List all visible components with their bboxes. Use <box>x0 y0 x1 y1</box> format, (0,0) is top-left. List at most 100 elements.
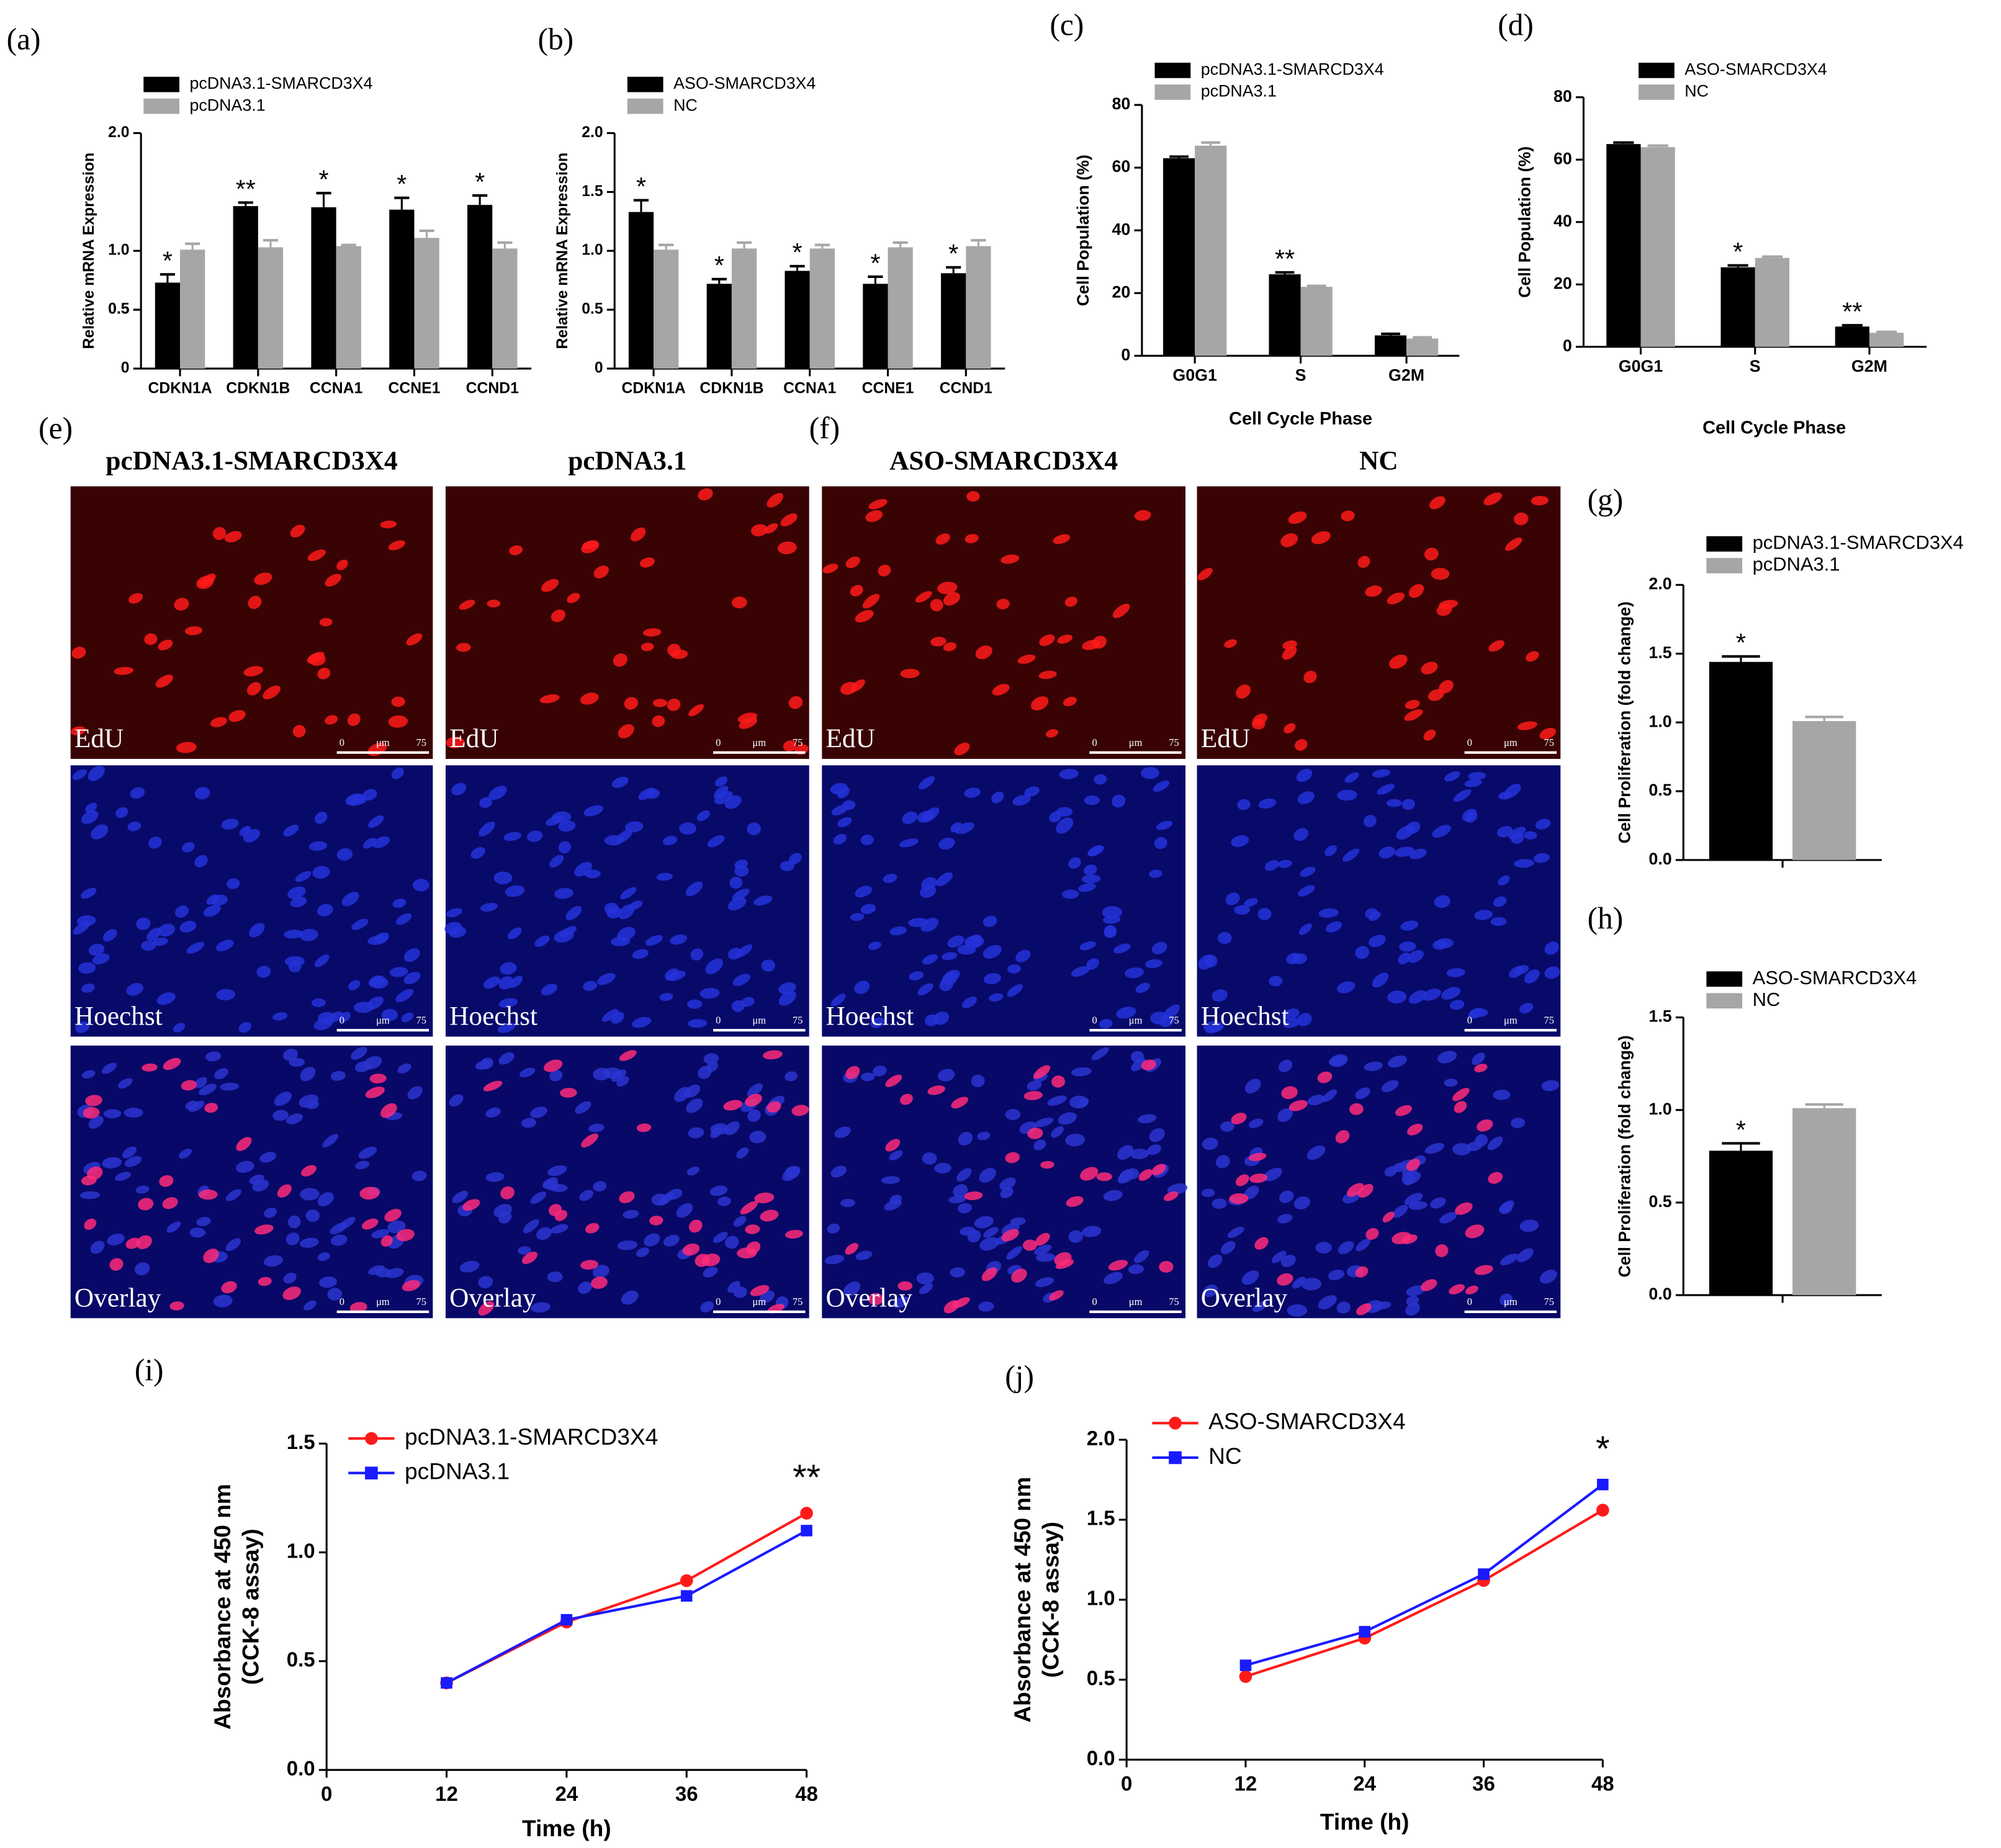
scale-text: 75 <box>1169 737 1179 748</box>
scale-text: μm <box>1129 1296 1143 1308</box>
nucleus <box>860 1072 875 1082</box>
nucleus <box>1535 819 1551 830</box>
nucleus <box>84 1218 97 1230</box>
nucleus <box>1356 1239 1371 1252</box>
legend-swatch <box>627 76 663 92</box>
nucleus <box>1406 1285 1425 1296</box>
nucleus <box>518 1246 531 1255</box>
nucleus <box>588 1123 605 1133</box>
nucleus <box>1392 1232 1412 1245</box>
nucleus <box>90 1240 105 1254</box>
nucleus <box>1058 1112 1077 1125</box>
nucleus <box>478 1301 495 1316</box>
nucleus <box>351 1047 367 1060</box>
nucleus <box>225 1189 241 1201</box>
nucleus <box>747 1083 763 1097</box>
nucleus <box>919 1283 933 1294</box>
nucleus <box>88 943 105 956</box>
x-tick-label: CCND1 <box>940 380 992 397</box>
nucleus <box>1023 1091 1043 1100</box>
significance: * <box>948 240 958 268</box>
nucleus <box>236 1160 254 1173</box>
significance: ** <box>1842 298 1862 326</box>
y-tick-label: 20 <box>1554 274 1572 292</box>
x-tick-label: 0 <box>1121 1772 1132 1795</box>
nucleus <box>709 1185 728 1196</box>
x-tick-label: CCNA1 <box>783 380 836 397</box>
nucleus <box>1387 990 1407 1003</box>
nucleus <box>300 1188 320 1201</box>
nucleus <box>92 953 110 965</box>
nucleus <box>134 1262 150 1276</box>
legend-label: pcDNA3.1-SMARCD3X4 <box>405 1424 658 1450</box>
scale-text: 75 <box>416 737 426 748</box>
nucleus <box>109 1258 124 1271</box>
nucleus <box>413 879 429 892</box>
nucleus <box>628 900 643 910</box>
scale-text: μm <box>1504 737 1518 748</box>
nucleus <box>1203 1285 1218 1298</box>
nucleus <box>695 1254 710 1267</box>
nucleus <box>1355 1087 1370 1100</box>
nucleus <box>216 989 235 1001</box>
nucleus <box>785 1071 798 1082</box>
nucleus <box>1138 1168 1153 1181</box>
nucleus <box>530 1191 547 1204</box>
significance: * <box>1733 238 1743 266</box>
y-tick-label: 80 <box>1112 94 1131 113</box>
nucleus <box>750 1285 770 1296</box>
nucleus <box>682 1243 700 1256</box>
scale-text: 0 <box>716 1015 721 1026</box>
column-title: NC <box>1359 446 1398 475</box>
nucleus <box>724 1121 740 1136</box>
nucleus <box>700 1301 714 1312</box>
nucleus <box>81 810 99 824</box>
row-label: Overlay <box>1201 1283 1288 1312</box>
nucleus <box>1401 799 1415 810</box>
nucleus <box>1409 848 1427 859</box>
y-axis-label: Absorbance at 450 nm <box>209 1484 235 1729</box>
nucleus <box>558 820 576 832</box>
nucleus <box>338 1216 356 1231</box>
nucleus <box>1423 729 1436 741</box>
nucleus <box>656 872 673 881</box>
scale-text: 75 <box>1544 1015 1554 1026</box>
bar <box>706 284 732 369</box>
nucleus <box>592 1265 609 1278</box>
nucleus <box>639 557 655 568</box>
nucleus <box>549 1070 563 1082</box>
scale-text: 0 <box>1092 1296 1097 1308</box>
nucleus <box>498 998 518 1008</box>
nucleus <box>1288 511 1307 524</box>
nucleus <box>312 866 330 879</box>
nucleus <box>1288 1100 1308 1111</box>
nucleus <box>686 1098 703 1113</box>
nucleus <box>176 742 197 753</box>
y-tick-label: 0.0 <box>1648 1285 1671 1303</box>
nucleus <box>1446 968 1465 977</box>
nucleus <box>1336 1301 1351 1314</box>
scale-text: 75 <box>1544 737 1554 748</box>
nucleus <box>503 832 522 841</box>
nucleus <box>747 822 762 835</box>
nucleus <box>216 940 234 951</box>
nucleus <box>456 642 471 652</box>
nucleus <box>1117 1145 1134 1160</box>
nucleus <box>983 973 1001 985</box>
nucleus <box>1001 1229 1019 1242</box>
legend-label: pcDNA3.1-SMARCD3X4 <box>1753 532 1964 554</box>
nucleus <box>1533 853 1550 863</box>
nucleus <box>1369 911 1381 922</box>
bar <box>628 212 654 369</box>
bar <box>785 271 810 369</box>
nucleus <box>256 966 271 978</box>
nucleus <box>617 1240 638 1250</box>
nucleus <box>1539 727 1557 740</box>
nucleus <box>1428 689 1444 701</box>
nucleus <box>1147 1144 1161 1155</box>
bar <box>1755 258 1790 347</box>
bar <box>492 248 518 369</box>
nucleus <box>1356 1303 1372 1316</box>
nucleus <box>1475 1134 1488 1147</box>
nucleus <box>591 1276 608 1290</box>
